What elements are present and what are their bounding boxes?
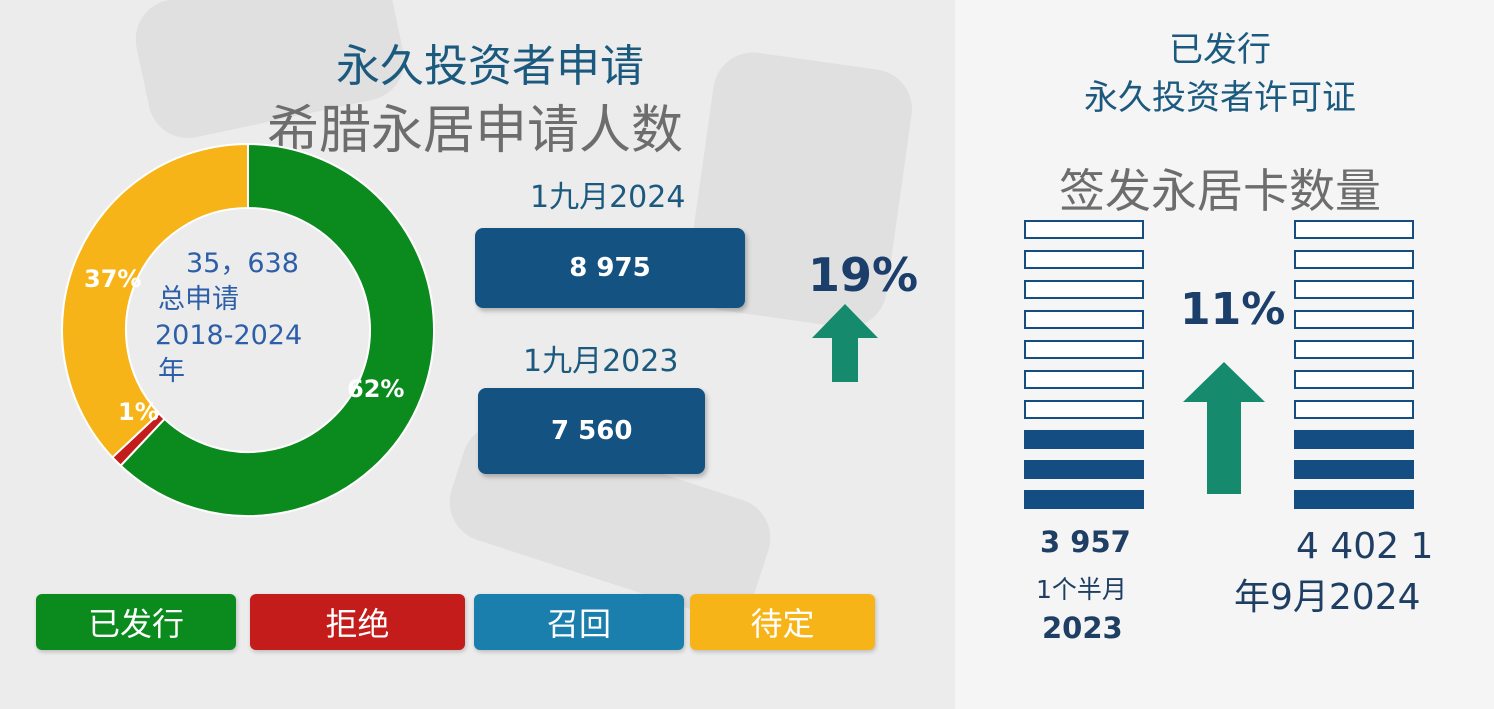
up-arrow-icon	[1183, 362, 1265, 494]
legend-item: 待定	[690, 594, 875, 650]
empty-unit-bar	[1294, 370, 1414, 389]
pending-percent-label: 37%	[84, 265, 142, 293]
total-applications-value: 35，638	[186, 248, 299, 279]
empty-unit-bar	[1294, 400, 1414, 419]
legend-item: 已发行	[36, 594, 236, 650]
permits-2024-value: 4 402 1	[1296, 526, 1434, 567]
empty-unit-bar	[1294, 280, 1414, 299]
permits-2023-stack	[1024, 220, 1144, 509]
total-applications-period-suffix: 年	[158, 356, 185, 387]
right-title-line1: 已发行	[1169, 30, 1271, 70]
empty-unit-bar	[1294, 220, 1414, 239]
up-arrow-icon	[812, 304, 878, 382]
issued-percent-label: 62%	[347, 375, 405, 403]
date-2024-label: 1九月2024	[530, 180, 686, 215]
filled-unit-bar	[1294, 460, 1414, 479]
page-subtitle: 希腊永居申请人数	[266, 101, 683, 161]
value-2023-text: 7 560	[551, 416, 633, 446]
legend-item: 拒绝	[250, 594, 465, 650]
total-applications-label: 总申请	[158, 284, 239, 315]
filled-unit-bar	[1294, 490, 1414, 509]
permits-2023-year: 2023	[1042, 611, 1123, 645]
right-title-line2: 永久投资者许可证	[1084, 78, 1356, 118]
permits-growth-percent: 11%	[1180, 284, 1286, 335]
value-2024-text: 8 975	[569, 253, 651, 283]
filled-unit-bar	[1294, 430, 1414, 449]
legend-item: 召回	[474, 594, 684, 650]
empty-unit-bar	[1294, 310, 1414, 329]
permits-2024-stack	[1294, 220, 1414, 509]
rejected-percent-label: 1%	[118, 398, 159, 426]
pending-slice	[61, 142, 249, 459]
empty-unit-bar	[1024, 400, 1144, 419]
empty-unit-bar	[1294, 340, 1414, 359]
empty-unit-bar	[1024, 220, 1144, 239]
total-applications-period: 2018-2024	[155, 320, 303, 351]
filled-unit-bar	[1024, 430, 1144, 449]
date-2023-label: 1九月2023	[523, 344, 679, 379]
value-2023-bar: 7 560	[478, 388, 706, 474]
permits-2023-value: 3 957	[1040, 525, 1131, 559]
empty-unit-bar	[1294, 250, 1414, 269]
right-subtitle: 签发永居卡数量	[1059, 164, 1381, 218]
applications-growth-percent: 19%	[808, 248, 919, 302]
permits-2024-period: 年9月2024	[1234, 577, 1421, 618]
value-2024-bar: 8 975	[475, 228, 745, 308]
issued-slice	[119, 142, 435, 517]
empty-unit-bar	[1024, 250, 1144, 269]
applications-donut-chart	[61, 142, 435, 517]
page-title: 永久投资者申请	[336, 41, 644, 92]
filled-unit-bar	[1024, 460, 1144, 479]
filled-unit-bar	[1024, 490, 1144, 509]
empty-unit-bar	[1024, 370, 1144, 389]
empty-unit-bar	[1024, 310, 1144, 329]
empty-unit-bar	[1024, 340, 1144, 359]
permits-2023-period: 1个半月	[1036, 575, 1127, 604]
empty-unit-bar	[1024, 280, 1144, 299]
